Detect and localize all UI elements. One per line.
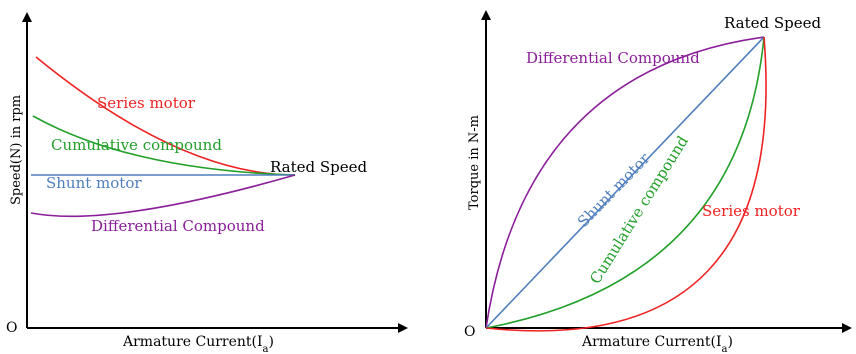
left-shunt-motor-label: Shunt motor (46, 174, 142, 192)
left-series-motor-label: Series motor (97, 94, 196, 112)
torque-characteristic-plot: O Torque in N-m Armature Current(Ia) Rat… (464, 10, 852, 354)
left-x-axis-label-sub: a (263, 344, 269, 354)
right-differential-compound-label: Differential Compound (526, 49, 700, 67)
left-series-motor-curve (35, 56, 296, 176)
left-y-axis-label: Speed(N) in rpm (9, 95, 24, 205)
right-cumulative-compound-curve (485, 36, 765, 329)
right-y-axis-label: Torque in N-m (467, 115, 482, 210)
left-differential-compound-label: Differential Compound (91, 217, 265, 235)
right-rated-speed-label: Rated Speed (724, 14, 821, 32)
left-cumulative-compound-label: Cumulative compound (51, 136, 222, 154)
speed-characteristic-plot: O Speed(N) in rpm Armature Current(Ia) S… (6, 12, 408, 354)
right-shunt-motor-curve (485, 36, 765, 329)
right-origin-label: O (464, 324, 475, 340)
left-x-axis-label-close: ) (269, 334, 274, 350)
left-rated-speed-label: Rated Speed (270, 158, 367, 176)
left-x-axis-label: Armature Current(Ia) (122, 334, 274, 354)
right-x-axis-label: Armature Current(Ia) (581, 334, 733, 354)
left-differential-compound-curve (30, 174, 296, 218)
left-x-axis-label-main: Armature Current(I (122, 334, 263, 350)
right-series-motor-label: Series motor (702, 202, 801, 220)
right-series-motor-curve (485, 36, 767, 332)
left-origin-label: O (6, 320, 17, 336)
right-x-axis-label-main: Armature Current(I (581, 334, 722, 350)
right-differential-compound-curve (485, 36, 765, 329)
right-x-axis-label-sub: a (722, 344, 728, 354)
right-x-axis-label-close: ) (728, 334, 733, 350)
left-cumulative-compound-curve (32, 115, 296, 176)
